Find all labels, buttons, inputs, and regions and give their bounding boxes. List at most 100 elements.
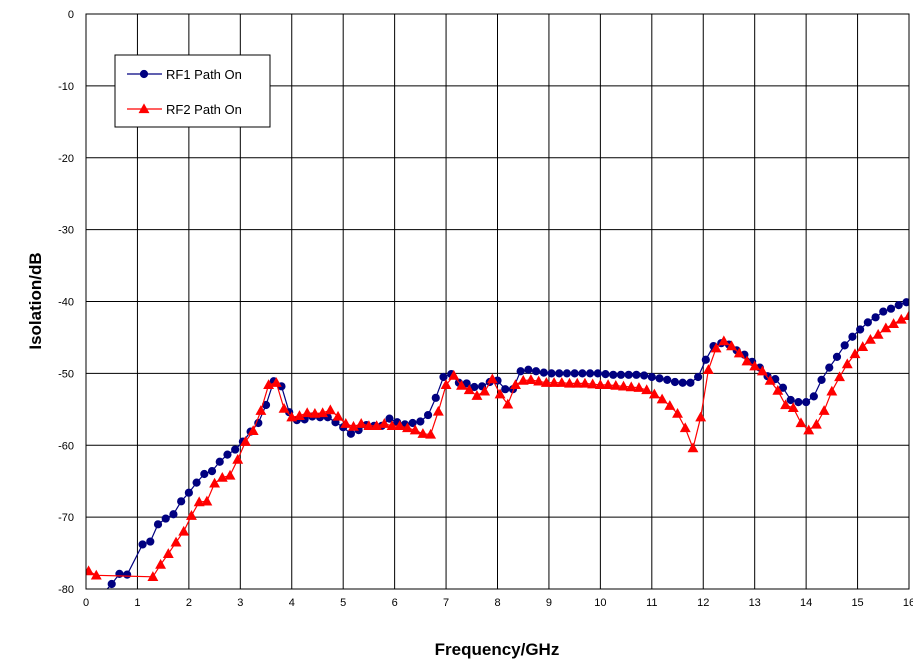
data-point-rf1-path-on — [231, 445, 240, 454]
data-point-rf1-path-on — [555, 369, 564, 378]
data-point-rf2-path-on — [209, 477, 221, 488]
data-point-rf1-path-on — [570, 369, 579, 378]
data-point-rf2-path-on — [278, 402, 290, 413]
data-point-rf1-path-on — [385, 414, 394, 423]
x-tick-label: 15 — [851, 597, 863, 609]
data-point-rf1-path-on — [177, 497, 186, 506]
data-point-rf2-path-on — [409, 424, 421, 435]
data-point-rf2-path-on — [371, 420, 383, 431]
data-point-rf2-path-on — [294, 410, 305, 420]
data-point-rf1-path-on — [539, 368, 548, 377]
y-tick-label: 0 — [68, 9, 74, 21]
data-point-rf1-path-on — [578, 369, 587, 378]
x-tick-label: 12 — [697, 597, 709, 609]
data-point-rf1-path-on — [686, 378, 695, 387]
data-point-rf1-path-on — [616, 370, 626, 379]
data-point-rf1-path-on — [94, 588, 99, 589]
data-point-rf2-path-on — [332, 410, 344, 421]
data-point-rf1-path-on — [809, 392, 818, 401]
data-point-rf2-path-on — [394, 420, 406, 431]
data-point-rf2-path-on — [556, 377, 568, 387]
data-point-rf1-path-on — [856, 325, 865, 334]
data-point-rf1-path-on — [408, 418, 417, 428]
data-point-rf1-path-on — [694, 372, 703, 382]
data-point-rf2-path-on — [733, 347, 745, 358]
x-tick-label: 14 — [800, 597, 812, 609]
y-tick-label: -30 — [58, 225, 74, 237]
data-point-rf2-path-on — [548, 377, 560, 387]
data-point-rf1-path-on — [678, 378, 687, 387]
x-axis-title: Frequency/GHz — [435, 640, 560, 659]
data-point-rf2-path-on — [587, 378, 599, 389]
data-point-rf1-path-on — [439, 372, 448, 382]
y-tick-label: -80 — [58, 584, 74, 596]
data-point-rf2-path-on — [602, 379, 614, 390]
data-point-rf1-path-on — [902, 298, 909, 307]
data-point-rf2-path-on — [355, 418, 367, 428]
data-point-rf1-path-on — [609, 370, 618, 379]
data-point-rf2-path-on — [772, 384, 784, 395]
data-point-rf2-path-on — [610, 379, 622, 390]
data-point-rf1-path-on — [817, 375, 826, 384]
data-point-rf2-path-on — [903, 310, 909, 321]
data-point-rf2-path-on — [162, 548, 174, 558]
data-point-rf2-path-on — [633, 382, 645, 392]
data-point-rf1-path-on — [840, 341, 849, 350]
data-point-rf2-path-on — [695, 411, 707, 422]
data-point-rf1-path-on — [879, 307, 888, 316]
data-point-rf2-path-on — [525, 374, 537, 385]
data-point-rf2-path-on — [672, 407, 683, 418]
data-point-rf1-path-on — [593, 369, 602, 378]
data-point-rf1-path-on — [123, 570, 132, 579]
data-point-rf2-path-on — [594, 379, 606, 390]
y-tick-label: -20 — [58, 153, 74, 165]
data-point-rf2-path-on — [155, 558, 167, 569]
data-point-rf2-path-on — [378, 418, 390, 428]
data-point-rf2-path-on — [263, 379, 275, 390]
data-point-rf2-path-on — [756, 365, 768, 376]
data-point-rf2-path-on — [810, 418, 822, 429]
x-tick-label: 6 — [392, 597, 398, 609]
data-point-rf2-path-on — [656, 393, 668, 404]
data-point-rf2-path-on — [440, 379, 452, 390]
x-tick-labels: 0 1 2 3 4 5 6 7 8 9 10 11 12 13 14 15 16 — [83, 597, 913, 609]
data-point-rf1-path-on — [632, 370, 641, 379]
data-point-rf1-path-on — [516, 367, 525, 376]
y-tick-label: -60 — [58, 440, 74, 452]
data-point-rf1-path-on — [169, 510, 178, 519]
x-tick-label: 4 — [289, 597, 295, 609]
x-tick-label: 0 — [83, 597, 89, 609]
data-point-rf2-path-on — [641, 384, 653, 395]
legend-item-rf1-path-on: RF1 Path On — [127, 67, 242, 82]
data-point-rf2-path-on — [324, 404, 336, 415]
y-tick-label: -40 — [58, 297, 74, 309]
data-point-rf1-path-on — [416, 417, 425, 426]
data-point-rf2-path-on — [456, 379, 467, 390]
data-point-rf2-path-on — [363, 420, 375, 431]
data-point-rf2-path-on — [741, 355, 753, 366]
data-point-rf2-path-on — [432, 405, 444, 416]
data-point-rf1-path-on — [431, 393, 440, 402]
series-layer — [86, 298, 909, 589]
data-point-rf1-path-on — [794, 398, 803, 407]
data-point-rf2-path-on — [201, 495, 213, 506]
data-point-rf2-path-on — [625, 381, 637, 392]
data-point-rf2-path-on — [425, 428, 437, 439]
x-tick-label: 1 — [134, 597, 140, 609]
data-point-rf1-path-on — [701, 355, 710, 364]
data-point-rf1-path-on — [871, 313, 880, 322]
data-point-rf2-path-on — [247, 425, 259, 436]
legend-label: RF1 Path On — [166, 67, 242, 82]
data-point-rf1-path-on — [863, 318, 872, 327]
data-point-rf2-path-on — [494, 388, 506, 399]
data-point-rf2-path-on — [687, 442, 699, 453]
series-clip-group — [86, 298, 909, 589]
data-point-rf1-path-on — [670, 377, 680, 387]
data-point-rf2-path-on — [193, 496, 205, 507]
data-point-rf1-path-on — [192, 478, 201, 487]
data-point-rf2-path-on — [502, 398, 514, 409]
data-point-rf2-path-on — [417, 428, 429, 438]
data-point-rf1-path-on — [624, 370, 633, 379]
data-point-rf2-path-on — [872, 328, 884, 339]
data-point-rf1-path-on — [886, 304, 896, 313]
